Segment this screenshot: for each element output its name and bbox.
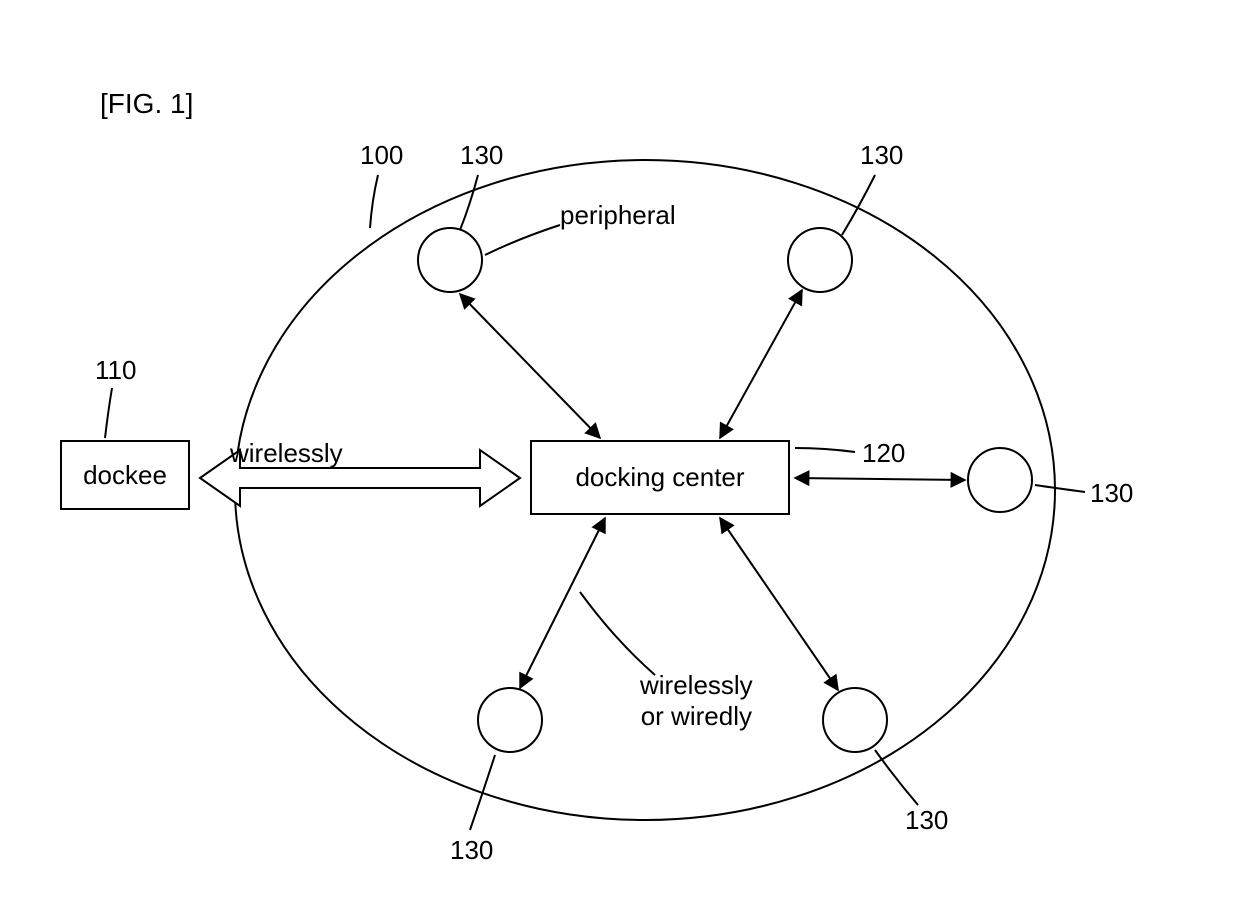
leader-130-tr xyxy=(842,175,875,235)
refnum-130-br: 130 xyxy=(905,805,948,836)
leader-120 xyxy=(795,448,855,452)
peripheral-circle xyxy=(823,688,887,752)
docking-center-box: docking center xyxy=(530,440,790,515)
wirelessly-or-wiredly-label: wirelessly or wiredly xyxy=(640,670,753,732)
edge xyxy=(720,290,802,438)
leader-130-tl xyxy=(460,175,478,230)
wirelessly-label: wirelessly xyxy=(230,438,343,469)
edge xyxy=(795,478,965,480)
leader-100 xyxy=(370,175,378,228)
docking-center-label: docking center xyxy=(575,462,744,493)
refnum-130-tr: 130 xyxy=(860,140,903,171)
peripheral-circle xyxy=(788,228,852,292)
leader-130-r xyxy=(1035,485,1085,492)
refnum-130-bl: 130 xyxy=(450,835,493,866)
leader-130-br xyxy=(875,750,918,805)
figure-label: [FIG. 1] xyxy=(100,88,193,120)
refnum-120: 120 xyxy=(862,438,905,469)
refnum-130-r: 130 xyxy=(1090,478,1133,509)
edge xyxy=(720,518,838,690)
dockee-label: dockee xyxy=(83,460,167,491)
leader-110 xyxy=(105,388,112,438)
refnum-110: 110 xyxy=(95,355,136,386)
peripheral-circle xyxy=(478,688,542,752)
refnum-130-tl: 130 xyxy=(460,140,503,171)
peripheral-circle xyxy=(968,448,1032,512)
leader-peripheral xyxy=(485,225,560,255)
peripheral-label: peripheral xyxy=(560,200,676,231)
edge xyxy=(460,294,600,438)
refnum-100: 100 xyxy=(360,140,403,171)
peripheral-circle xyxy=(418,228,482,292)
edge xyxy=(520,518,605,688)
leader-wow xyxy=(580,592,655,675)
leader-130-bl xyxy=(470,755,495,830)
dockee-box: dockee xyxy=(60,440,190,510)
